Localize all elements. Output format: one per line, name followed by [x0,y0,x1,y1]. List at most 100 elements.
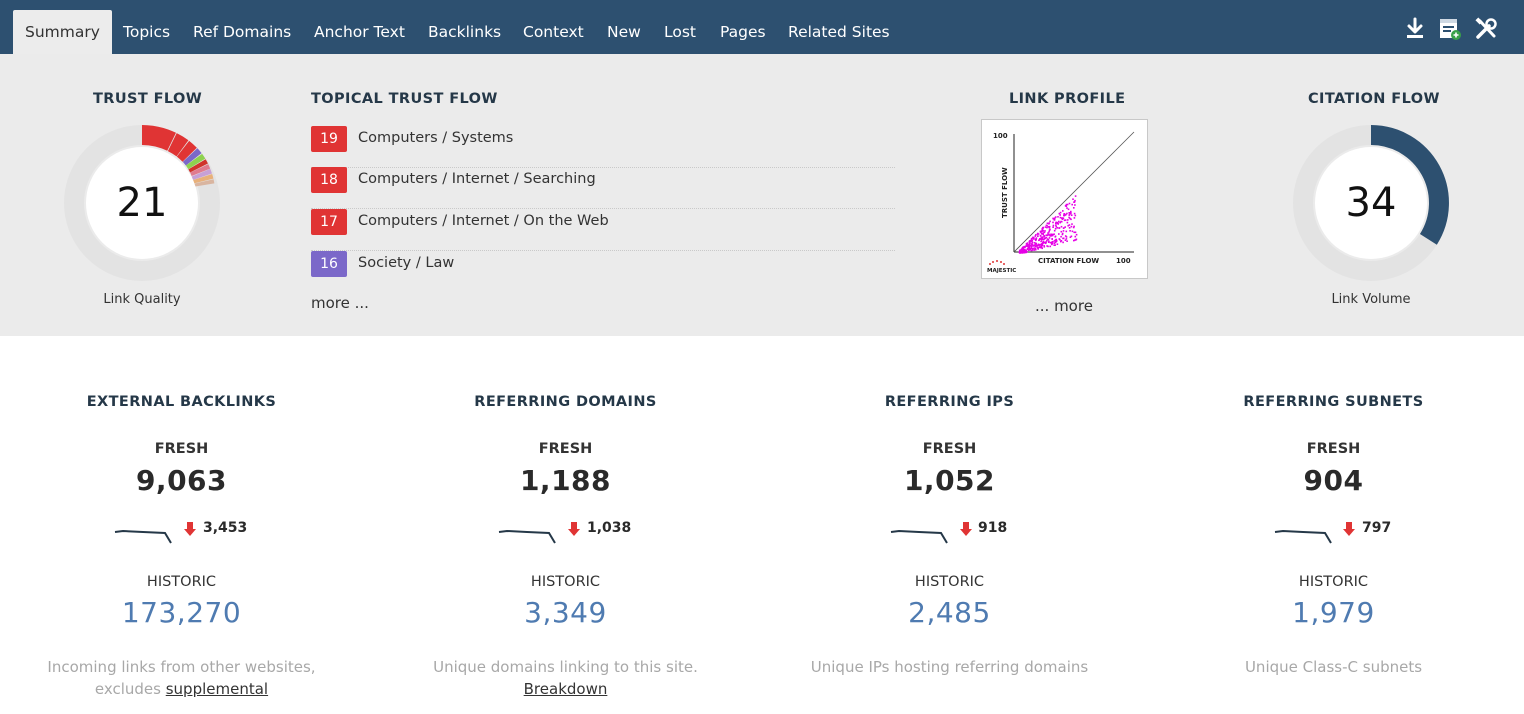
tab-ref-domains[interactable]: Ref Domains [193,23,292,41]
summary-top-panel: TRUST FLOW 21 Link Quality TOPICAL TRUST… [0,54,1524,336]
tab-related-sites[interactable]: Related Sites [788,23,890,41]
scatter-point [1074,214,1077,217]
scatter-point [1042,232,1044,234]
scatter-point [1053,244,1055,246]
scatter-point [1028,249,1030,251]
scatter-point [1074,204,1076,206]
scatter-point [1034,249,1036,251]
scatter-point [1067,208,1070,211]
stat-referring-domains: REFERRING DOMAINS FRESH 1,188 1,038 HIST… [375,336,756,714]
scatter-point [1033,249,1035,251]
topic-row[interactable]: 19 Computers / Systems [311,126,895,168]
fresh-label: FRESH [154,441,209,457]
stat-title: EXTERNAL BACKLINKS [86,394,277,410]
scatter-point [1033,247,1036,249]
scatter-point [1073,231,1075,234]
tab-context[interactable]: Context [523,23,584,41]
scatter-point [1043,246,1046,248]
scatter-point [1034,245,1037,248]
scatter-point [1069,230,1071,232]
description-text: Unique Class-C subnets [1244,658,1423,676]
citation-flow-gauge: 34 [1291,123,1451,283]
lost-value: 797 [1362,520,1392,536]
scatter-point [1069,236,1072,238]
link-profile-more-link[interactable]: ... more [1035,297,1093,315]
scatter-point [1062,241,1064,244]
scatter-point [1031,245,1033,248]
fresh-value[interactable]: 1,188 [519,464,612,497]
tab-backlinks[interactable]: Backlinks [428,23,502,41]
scatter-point [1049,228,1051,231]
supplemental-link[interactable]: supplemental [165,680,269,698]
scatter-point [1036,244,1038,247]
scatter-point [1040,240,1042,243]
scatter-point [1045,241,1047,244]
link-profile-scatter: 100 100 CITATION FLOW TRUST FLOW MAJESTI… [987,131,1135,274]
link-profile-title: LINK PROFILE [1009,91,1126,107]
scatter-point [1034,244,1036,246]
tab-summary[interactable]: Summary [13,10,112,54]
historic-label: HISTORIC [146,574,217,590]
scatter-point [1025,251,1028,254]
tab-topics[interactable]: Topics [123,23,171,41]
stat-title: REFERRING DOMAINS [474,394,657,410]
scatter-point [1042,230,1045,232]
scatter-point [1051,243,1053,246]
scatter-point [1065,230,1068,233]
historic-value[interactable]: 3,349 [524,596,607,629]
fresh-value[interactable]: 9,063 [135,464,228,497]
scatter-point [1058,238,1061,240]
scatter-points [1018,195,1078,254]
scatter-point [1042,238,1044,240]
fresh-label: FRESH [1306,441,1361,457]
scatter-point [1035,242,1038,245]
scatter-point [1075,238,1078,241]
historic-value[interactable]: 173,270 [121,596,242,629]
scatter-point [1063,213,1065,215]
topic-row[interactable]: 16 Society / Law [311,251,895,293]
scatter-point [1027,246,1029,248]
report-add-icon[interactable] [1437,16,1463,42]
scatter-point [1037,233,1040,235]
scatter-point [1066,203,1069,206]
topic-score-badge: 16 [311,251,347,277]
topic-score-badge: 18 [311,167,347,193]
tab-new[interactable]: New [607,23,641,41]
scatter-point [1046,222,1049,225]
scatter-point [1060,240,1063,242]
tools-icon[interactable] [1473,16,1499,42]
scatter-point [1028,245,1031,247]
scatter-point [1072,198,1074,200]
scatter-point [1031,249,1033,252]
historic-value[interactable]: 2,485 [908,596,991,629]
tab-pages[interactable]: Pages [720,23,766,41]
fresh-label: FRESH [538,441,593,457]
citation-flow-caption: Link Volume [1331,292,1411,307]
scatter-point [1026,242,1029,244]
scatter-point [1041,243,1043,245]
scatter-point [1043,241,1046,244]
scatter-point [1055,224,1057,227]
scatter-point [1048,240,1050,243]
scatter-point [1069,217,1071,220]
topics-more-link[interactable]: more ... [311,294,369,312]
fresh-value[interactable]: 904 [1303,464,1364,497]
tab-lost[interactable]: Lost [664,23,696,41]
tab-anchor-text[interactable]: Anchor Text [314,23,405,41]
scatter-point [1070,214,1073,216]
scatter-point [1049,245,1051,248]
download-icon[interactable] [1402,16,1428,42]
topic-row[interactable]: 17 Computers / Internet / On the Web [311,209,895,251]
fresh-value[interactable]: 1,052 [903,464,996,497]
scatter-point [1059,214,1061,216]
scatter-point [1040,243,1043,245]
historic-value[interactable]: 1,979 [1292,596,1375,629]
trust-flow-gauge: 21 [62,123,222,283]
scatter-point [1061,217,1063,219]
trust-flow-title: TRUST FLOW [93,91,203,107]
scatter-point [1052,224,1055,227]
link-profile-chart[interactable]: 100 100 CITATION FLOW TRUST FLOW MAJESTI… [981,119,1148,279]
topic-row[interactable]: 18 Computers / Internet / Searching [311,167,895,209]
breakdown-link[interactable]: Breakdown [523,680,608,698]
scatter-point [1051,233,1053,236]
